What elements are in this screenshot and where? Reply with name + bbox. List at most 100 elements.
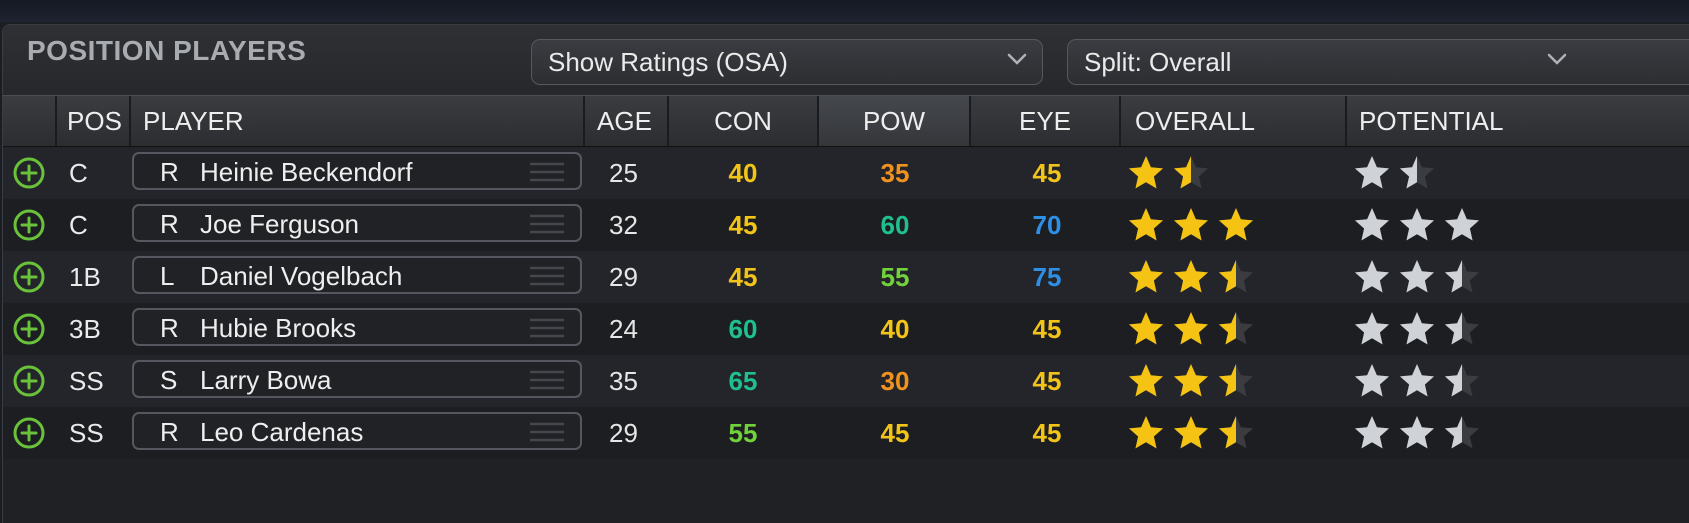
player-position: C [69,210,88,240]
potential-stars [1354,364,1480,397]
player-age: 32 [609,210,638,240]
header-player[interactable]: PLAYER [129,96,583,146]
star-icon [1354,156,1390,189]
player-bats: R [160,313,179,343]
add-player-icon[interactable] [12,156,46,190]
add-player-icon[interactable] [12,312,46,346]
star-icon [1399,312,1435,345]
table-header: POS PLAYER AGE CON POW EYE OVERALL POTEN… [3,95,1689,147]
half-star-icon [1218,312,1254,345]
half-star-icon [1444,312,1480,345]
player-name-button[interactable]: R Leo Cardenas [132,412,582,450]
panel-title: POSITION PLAYERS [27,35,307,66]
player-position: SS [69,418,104,448]
player-position: 3B [69,314,101,344]
table-row[interactable]: C R Heinie Beckendorf 25 40 35 45 [3,147,1689,199]
star-icon [1218,208,1254,241]
player-name: Daniel Vogelbach [200,261,403,291]
potential-stars [1354,260,1480,293]
header-pos[interactable]: POS [55,96,129,146]
rating-con: 45 [728,262,758,292]
player-name-button[interactable]: R Hubie Brooks [132,308,582,346]
potential-stars [1354,208,1480,241]
player-bats: R [160,417,179,447]
menu-lines-icon[interactable] [528,213,566,235]
star-icon [1399,364,1435,397]
rating-pow: 35 [880,158,910,188]
overall-stars [1128,260,1254,293]
star-icon [1173,208,1209,241]
player-bats: R [160,157,179,187]
add-player-icon[interactable] [12,208,46,242]
table-row[interactable]: SS S Larry Bowa 35 65 30 45 [3,355,1689,407]
player-name: Joe Ferguson [200,209,359,239]
overall-stars [1128,208,1254,241]
rating-pow: 30 [880,366,910,396]
add-player-icon[interactable] [12,416,46,450]
rating-eye: 75 [1032,262,1062,292]
player-age: 35 [609,366,638,396]
menu-lines-icon[interactable] [528,161,566,183]
rating-con: 40 [728,158,758,188]
player-age: 29 [609,418,638,448]
player-name: Hubie Brooks [200,313,357,343]
panel-header: POSITION PLAYERS Show Ratings (OSA) Spli… [3,25,1689,101]
overall-stars [1128,312,1254,345]
star-icon [1354,364,1390,397]
rating-con: 65 [728,366,758,396]
player-age: 24 [609,314,638,344]
rating-eye: 70 [1032,210,1062,240]
star-icon [1128,156,1164,189]
header-potential[interactable]: POTENTIAL [1345,96,1689,146]
player-bats: R [160,209,179,239]
table-row[interactable]: C R Joe Ferguson 32 45 60 70 [3,199,1689,251]
star-icon [1173,416,1209,449]
menu-lines-icon[interactable] [528,369,566,391]
split-dropdown-value: Split: Overall [1084,47,1232,77]
half-star-icon [1218,260,1254,293]
menu-lines-icon[interactable] [528,421,566,443]
table-row[interactable]: 1B L Daniel Vogelbach 29 45 55 75 [3,251,1689,303]
rating-con: 45 [728,210,758,240]
star-icon [1128,364,1164,397]
header-pow[interactable]: POW [817,96,969,146]
show-ratings-dropdown[interactable]: Show Ratings (OSA) [531,39,1043,85]
menu-lines-icon[interactable] [528,317,566,339]
potential-stars [1354,416,1480,449]
rating-eye: 45 [1032,366,1062,396]
star-icon [1173,260,1209,293]
chevron-down-icon [1007,53,1027,65]
player-position: C [69,158,88,188]
player-position: 1B [69,262,101,292]
half-star-icon [1444,260,1480,293]
split-dropdown[interactable]: Split: Overall [1067,39,1689,85]
player-name-button[interactable]: L Daniel Vogelbach [132,256,582,294]
header-con[interactable]: CON [667,96,817,146]
player-name-button[interactable]: R Heinie Beckendorf [132,152,582,190]
star-icon [1444,208,1480,241]
star-icon [1399,260,1435,293]
rating-con: 60 [728,314,758,344]
header-age[interactable]: AGE [583,96,667,146]
player-age: 25 [609,158,638,188]
rating-pow: 40 [880,314,910,344]
header-eye[interactable]: EYE [969,96,1119,146]
player-name-button[interactable]: S Larry Bowa [132,360,582,398]
header-blank [3,96,55,146]
star-icon [1128,260,1164,293]
add-player-icon[interactable] [12,260,46,294]
player-name: Larry Bowa [200,365,332,395]
star-icon [1173,364,1209,397]
table-row[interactable]: 3B R Hubie Brooks 24 60 40 45 [3,303,1689,355]
menu-lines-icon[interactable] [528,265,566,287]
player-name-button[interactable]: R Joe Ferguson [132,204,582,242]
top-bar [0,0,1689,22]
add-player-icon[interactable] [12,364,46,398]
table-row[interactable]: SS R Leo Cardenas 29 55 45 45 [3,407,1689,459]
player-bats: L [160,261,175,291]
player-name: Leo Cardenas [200,417,364,447]
rating-con: 55 [728,418,758,448]
header-overall[interactable]: OVERALL [1119,96,1345,146]
rating-pow: 55 [880,262,910,292]
star-icon [1354,260,1390,293]
